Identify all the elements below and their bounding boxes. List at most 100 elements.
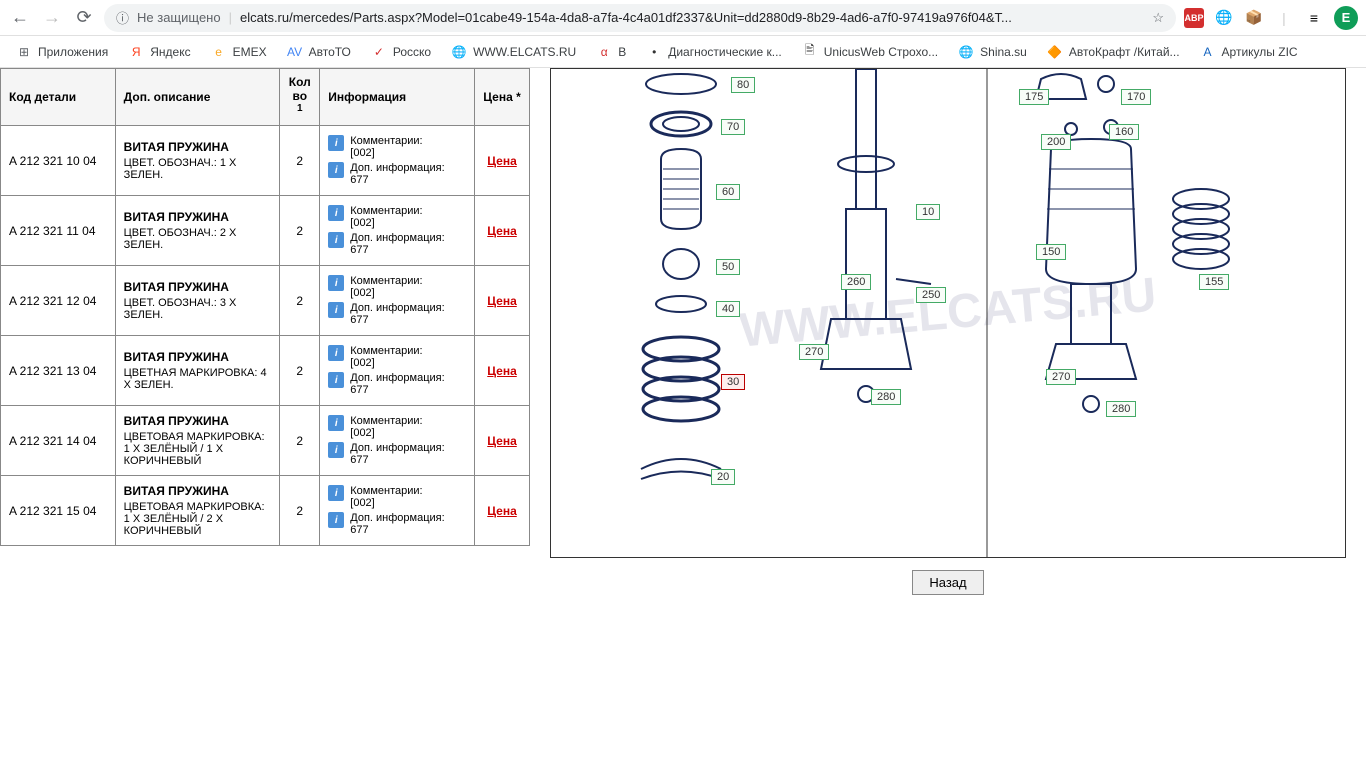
bookmark-item[interactable]: 🔶АвтоКрафт /Китай...	[1039, 40, 1188, 64]
comments-link[interactable]: [002]	[350, 497, 374, 509]
diagram-callout[interactable]: 80	[731, 77, 755, 93]
divider-line	[986, 69, 988, 558]
comments-link[interactable]: [002]	[350, 147, 374, 159]
bookmark-item[interactable]: αВ	[588, 40, 634, 64]
comments-link[interactable]: [002]	[350, 427, 374, 439]
part-qty: 2	[280, 406, 320, 476]
diagram-callout[interactable]: 10	[916, 204, 940, 220]
price-cell: Цена	[475, 196, 530, 266]
back-button[interactable]: Назад	[912, 570, 983, 595]
part-code[interactable]: A 212 321 10 04	[1, 126, 116, 196]
diagram-callout[interactable]: 260	[841, 274, 871, 290]
price-link[interactable]: Цена	[487, 154, 517, 168]
assembly-center	[801, 69, 961, 439]
addinfo-link[interactable]: 677	[350, 244, 368, 256]
part-code[interactable]: A 212 321 12 04	[1, 266, 116, 336]
price-cell: Цена	[475, 266, 530, 336]
diagram-callout[interactable]: 60	[716, 184, 740, 200]
divider: |	[1274, 8, 1294, 28]
bookmark-item[interactable]: AVАвтоТО	[279, 40, 359, 64]
avatar[interactable]: E	[1334, 6, 1358, 30]
info-icon[interactable]: i	[328, 275, 344, 291]
bookmark-item[interactable]: ЯЯндекс	[120, 40, 198, 64]
price-cell: Цена	[475, 126, 530, 196]
bookmark-item[interactable]: 🖹UnicusWeb Строхо...	[794, 40, 946, 64]
price-cell: Цена	[475, 336, 530, 406]
diagram-panel: WWW.ELCATS.RU	[530, 68, 1366, 768]
diagram-callout[interactable]: 280	[871, 389, 901, 405]
diagram-callout[interactable]: 40	[716, 301, 740, 317]
diagram-callout[interactable]: 170	[1121, 89, 1151, 105]
reload-icon[interactable]: ⟳	[72, 6, 96, 30]
info-icon[interactable]: i	[328, 345, 344, 361]
price-link[interactable]: Цена	[487, 224, 517, 238]
diagram-callout[interactable]: 30	[721, 374, 745, 390]
bookmark-item[interactable]: 🌐WWW.ELCATS.RU	[443, 40, 584, 64]
bookmark-item[interactable]: 🌐Shina.su	[950, 40, 1035, 64]
part-code[interactable]: A 212 321 11 04	[1, 196, 116, 266]
info-icon[interactable]: i	[328, 205, 344, 221]
part-qty: 2	[280, 336, 320, 406]
th-qty: Кол во 1	[280, 69, 320, 126]
part-qty: 2	[280, 476, 320, 546]
ext-icon-2[interactable]: 🌐	[1214, 8, 1234, 28]
bookmark-item[interactable]: ⊞Приложения	[8, 40, 116, 64]
bookmark-item[interactable]: AАртикулы ZIC	[1192, 40, 1306, 64]
th-price: Цена *	[475, 69, 530, 126]
th-info: Информация	[320, 69, 475, 126]
comments-link[interactable]: [002]	[350, 217, 374, 229]
info-icon[interactable]: i	[328, 162, 344, 178]
diagram-callout[interactable]: 175	[1019, 89, 1049, 105]
url-bar[interactable]: ⓘ Не защищено | elcats.ru/mercedes/Parts…	[104, 4, 1176, 32]
info-icon[interactable]: i	[328, 135, 344, 151]
bookmark-item[interactable]: ✓Росско	[363, 40, 439, 64]
bookmark-item[interactable]: eEMEX	[203, 40, 275, 64]
info-icon[interactable]: i	[328, 415, 344, 431]
comments-link[interactable]: [002]	[350, 287, 374, 299]
comments-link[interactable]: [002]	[350, 357, 374, 369]
bookmarks-bar: ⊞ПриложенияЯЯндексeEMEXAVАвтоТО✓Росско🌐W…	[0, 36, 1366, 68]
th-code: Код детали	[1, 69, 116, 126]
ext-icon-4[interactable]: ≡	[1304, 8, 1324, 28]
bookmark-item[interactable]: •Диагностические к...	[638, 40, 790, 64]
addinfo-link[interactable]: 677	[350, 314, 368, 326]
price-link[interactable]: Цена	[487, 434, 517, 448]
addinfo-link[interactable]: 677	[350, 524, 368, 536]
info-icon[interactable]: i	[328, 442, 344, 458]
addinfo-link[interactable]: 677	[350, 384, 368, 396]
back-nav-icon[interactable]: ←	[8, 6, 32, 30]
addinfo-link[interactable]: 677	[350, 454, 368, 466]
price-link[interactable]: Цена	[487, 294, 517, 308]
diagram-callout[interactable]: 270	[1046, 369, 1076, 385]
ext-icon-1[interactable]: ABP	[1184, 8, 1204, 28]
price-link[interactable]: Цена	[487, 364, 517, 378]
price-link[interactable]: Цена	[487, 504, 517, 518]
diagram-callout[interactable]: 250	[916, 287, 946, 303]
diagram-callout[interactable]: 70	[721, 119, 745, 135]
part-info: iКомментарии:[002] iДоп. информация:677	[320, 266, 475, 336]
part-info: iКомментарии:[002] iДоп. информация:677	[320, 126, 475, 196]
info-icon[interactable]: i	[328, 512, 344, 528]
addinfo-link[interactable]: 677	[350, 174, 368, 186]
diagram-callout[interactable]: 20	[711, 469, 735, 485]
diagram-callout[interactable]: 270	[799, 344, 829, 360]
part-info: iКомментарии:[002] iДоп. информация:677	[320, 336, 475, 406]
diagram-callout[interactable]: 160	[1109, 124, 1139, 140]
star-icon[interactable]: ☆	[1152, 10, 1164, 26]
info-icon[interactable]: i	[328, 302, 344, 318]
diagram-callout[interactable]: 200	[1041, 134, 1071, 150]
part-code[interactable]: A 212 321 14 04	[1, 406, 116, 476]
diagram-callout[interactable]: 280	[1106, 401, 1136, 417]
diagram-callout[interactable]: 155	[1199, 274, 1229, 290]
parts-diagram[interactable]: WWW.ELCATS.RU	[550, 68, 1346, 558]
part-code[interactable]: A 212 321 15 04	[1, 476, 116, 546]
diagram-callout[interactable]: 50	[716, 259, 740, 275]
part-code[interactable]: A 212 321 13 04	[1, 336, 116, 406]
diagram-callout[interactable]: 150	[1036, 244, 1066, 260]
info-icon[interactable]: i	[328, 372, 344, 388]
ext-icon-3[interactable]: 📦	[1244, 8, 1264, 28]
info-icon[interactable]: i	[328, 485, 344, 501]
parts-table: Код детали Доп. описание Кол во 1 Информ…	[0, 68, 530, 546]
forward-nav-icon[interactable]: →	[40, 6, 64, 30]
info-icon[interactable]: i	[328, 232, 344, 248]
